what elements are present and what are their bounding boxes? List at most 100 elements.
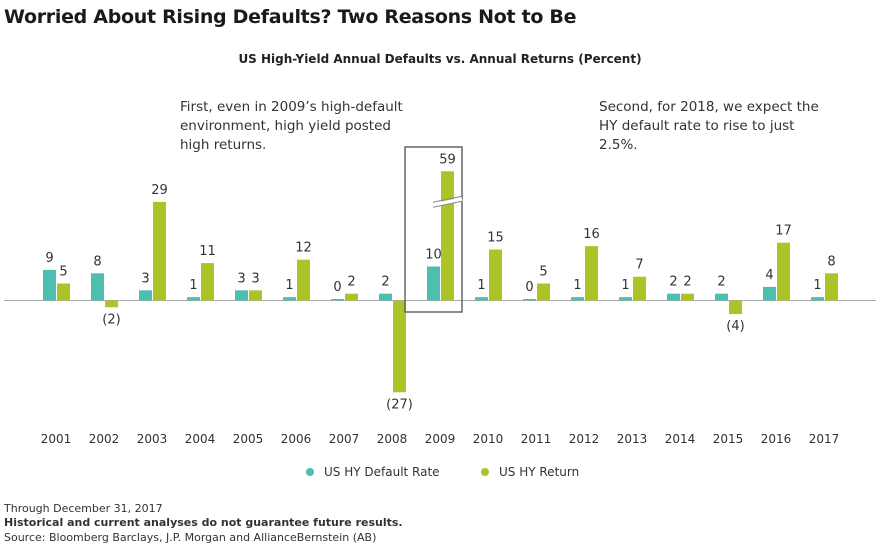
return-label-2013: 7 [635, 258, 643, 273]
default-label-2011: 0 [525, 280, 533, 295]
default-bar-2006 [283, 297, 296, 301]
footer-disclaimer: Historical and current analyses do not g… [4, 516, 403, 529]
default-bar-2009 [427, 266, 440, 301]
x-tick-label-2002: 2002 [89, 432, 120, 446]
legend-label-1: US HY Return [499, 465, 579, 479]
default-label-2016: 4 [765, 268, 773, 283]
default-label-2014: 2 [669, 275, 677, 290]
default-bar-2012 [571, 297, 584, 301]
x-tick-label-2005: 2005 [233, 432, 264, 446]
x-tick-label-2007: 2007 [329, 432, 360, 446]
return-label-2012: 16 [583, 227, 600, 242]
axis-break-mark [432, 200, 463, 208]
return-bar-2010 [489, 249, 502, 301]
axis-break-mark [432, 195, 463, 203]
return-label-2005: 3 [251, 271, 259, 286]
return-bar-2014 [681, 293, 694, 301]
default-bar-2015 [715, 293, 728, 301]
return-bar-2016 [777, 242, 790, 301]
x-tick-label-2015: 2015 [713, 432, 744, 446]
default-label-2001: 9 [45, 251, 53, 266]
return-label-2007: 2 [347, 275, 355, 290]
legend-label-0: US HY Default Rate [324, 465, 440, 479]
default-bar-2004 [187, 297, 200, 301]
return-label-2011: 5 [539, 265, 547, 280]
x-tick-label-2013: 2013 [617, 432, 648, 446]
default-label-2013: 1 [621, 278, 629, 293]
return-bar-2008 [393, 300, 406, 393]
x-tick-label-2014: 2014 [665, 432, 696, 446]
default-bar-2017 [811, 297, 824, 301]
return-bar-2017 [825, 273, 838, 301]
return-bar-2009 [441, 171, 454, 301]
highlight-box-2009 [404, 146, 463, 313]
return-label-2015: (4) [726, 319, 744, 334]
return-bar-2013 [633, 276, 646, 301]
return-bar-2003 [153, 201, 166, 301]
default-label-2007: 0 [333, 280, 341, 295]
axis-break-gap [432, 197, 463, 208]
return-label-2009: 59 [439, 152, 456, 167]
footer-date: Through December 31, 2017 [4, 502, 163, 515]
x-tick-label-2004: 2004 [185, 432, 216, 446]
return-bar-2004 [201, 263, 214, 301]
annotation-2018: Second, for 2018, we expect the HY defau… [599, 99, 819, 153]
x-tick-label-2011: 2011 [521, 432, 552, 446]
return-label-2010: 15 [487, 231, 504, 246]
default-label-2010: 1 [477, 278, 485, 293]
default-label-2006: 1 [285, 278, 293, 293]
default-bar-2005 [235, 290, 248, 301]
default-label-2003: 3 [141, 271, 149, 286]
return-bar-2005 [249, 290, 262, 301]
return-label-2006: 12 [295, 241, 312, 256]
return-label-2016: 17 [775, 224, 792, 239]
default-label-2002: 8 [93, 254, 101, 269]
x-tick-label-2016: 2016 [761, 432, 792, 446]
default-bar-2013 [619, 297, 632, 301]
footer-source: Source: Bloomberg Barclays, J.P. Morgan … [4, 531, 377, 544]
default-label-2005: 3 [237, 271, 245, 286]
return-bar-2006 [297, 259, 310, 301]
legend-marker-1 [481, 468, 489, 476]
return-bar-2001 [57, 283, 70, 301]
default-bar-2001 [43, 269, 56, 301]
return-label-2002: (2) [102, 312, 120, 327]
default-label-2017: 1 [813, 278, 821, 293]
default-bar-2002 [91, 273, 104, 301]
default-bar-2007 [331, 299, 344, 301]
x-tick-label-2012: 2012 [569, 432, 600, 446]
x-tick-label-2001: 2001 [41, 432, 72, 446]
default-label-2008: 2 [381, 275, 389, 290]
chart-title: US High-Yield Annual Defaults vs. Annual… [238, 52, 642, 66]
page-title: Worried About Rising Defaults? Two Reaso… [4, 6, 577, 28]
legend-marker-0 [306, 468, 314, 476]
return-label-2001: 5 [59, 265, 67, 280]
return-label-2008: (27) [386, 397, 413, 412]
return-bar-2011 [537, 283, 550, 301]
x-tick-label-2006: 2006 [281, 432, 312, 446]
default-label-2009: 10 [425, 248, 442, 263]
x-tick-label-2008: 2008 [377, 432, 408, 446]
return-label-2003: 29 [151, 183, 168, 198]
default-label-2012: 1 [573, 278, 581, 293]
default-bar-2008 [379, 293, 392, 301]
x-tick-label-2010: 2010 [473, 432, 504, 446]
return-label-2014: 2 [683, 275, 691, 290]
default-bar-2014 [667, 293, 680, 301]
return-label-2017: 8 [827, 254, 835, 269]
return-bar-2015 [729, 300, 742, 315]
return-bar-2007 [345, 293, 358, 301]
annotation-2009: First, even in 2009’s high-default envir… [180, 99, 403, 153]
default-bar-2016 [763, 286, 776, 301]
x-tick-label-2003: 2003 [137, 432, 168, 446]
x-tick-label-2009: 2009 [425, 432, 456, 446]
return-bar-2002 [105, 300, 118, 308]
return-label-2004: 11 [199, 244, 216, 259]
default-label-2004: 1 [189, 278, 197, 293]
default-bar-2003 [139, 290, 152, 301]
return-bar-2012 [585, 246, 598, 301]
default-bar-2011 [523, 299, 536, 301]
default-bar-2010 [475, 297, 488, 301]
